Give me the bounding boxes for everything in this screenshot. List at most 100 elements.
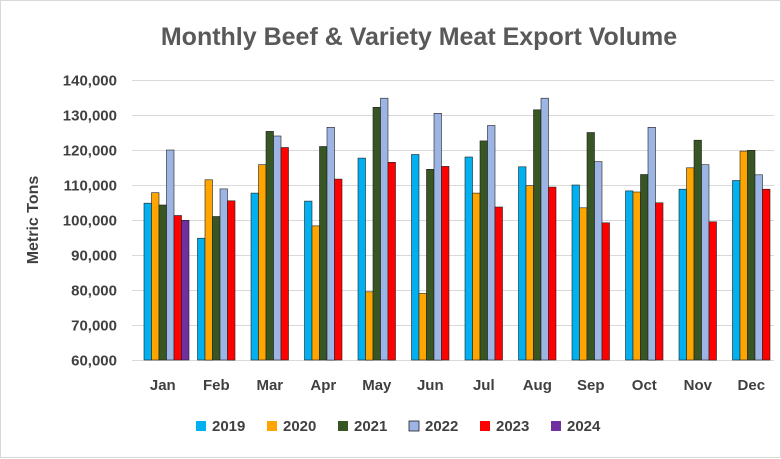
bar-2019-sep: [571, 184, 580, 361]
bar-2020-jul: [472, 192, 481, 361]
bar-2022-dec: [754, 174, 763, 361]
x-tick-label-may: May: [362, 377, 392, 394]
legend: 2019 2020 2021 2022 2023 2024: [196, 418, 601, 435]
bar-2023-jan: [173, 215, 182, 361]
y-tick-label: 90,000: [71, 248, 117, 265]
bar-2020-jun: [418, 293, 427, 361]
bar-2019-may: [357, 157, 366, 361]
bar-2023-mar: [280, 147, 289, 361]
bar-2020-jan: [151, 192, 160, 361]
bar-2020-may: [365, 291, 374, 361]
bar-2020-sep: [579, 207, 588, 361]
bar-2021-sep: [586, 132, 595, 361]
x-tick-label-mar: Mar: [256, 377, 283, 394]
bar-2022-oct: [647, 127, 656, 361]
bars: [143, 97, 771, 361]
x-tick-label-apr: Apr: [310, 377, 336, 394]
bar-2023-dec: [762, 188, 771, 361]
y-tick-label: 100,000: [63, 213, 117, 230]
x-tick-label-dec: Dec: [738, 377, 766, 394]
y-tick-label: 110,000: [64, 178, 117, 195]
bar-2019-apr: [304, 200, 313, 361]
legend-label-2021: 2021: [354, 418, 387, 435]
x-tick-label-oct: Oct: [632, 377, 657, 394]
bar-2022-feb: [219, 188, 228, 361]
bar-2022-jan: [166, 149, 175, 361]
legend-swatch-2022: [408, 420, 420, 432]
legend-swatch-2020: [267, 421, 277, 431]
bar-2019-jul: [464, 156, 473, 361]
legend-swatch-2023: [480, 421, 490, 431]
x-tick-label-feb: Feb: [203, 377, 230, 394]
bar-2020-apr: [311, 225, 320, 361]
bar-2019-jan: [143, 202, 152, 361]
bar-2022-aug: [540, 97, 549, 361]
bar-2023-may: [387, 162, 396, 361]
bar-2023-apr: [334, 178, 343, 361]
bar-2023-oct: [655, 202, 664, 361]
x-tick-label-jul: Jul: [473, 377, 495, 394]
bar-2023-nov: [708, 221, 717, 361]
legend-label-2019: 2019: [212, 418, 245, 435]
legend-label-2022: 2022: [425, 418, 458, 435]
legend-label-2023: 2023: [496, 418, 529, 435]
bar-2020-mar: [258, 164, 267, 361]
legend-label-2020: 2020: [283, 418, 316, 435]
bar-2019-mar: [250, 192, 259, 361]
bar-2019-dec: [732, 180, 741, 361]
y-axis-ticks: 60,000 70,000 80,000 90,000 100,000 110,000 12…: [63, 73, 117, 370]
y-tick-label: 80,000: [71, 283, 117, 300]
bar-2022-sep: [594, 161, 603, 361]
bar-2019-oct: [625, 190, 634, 361]
bar-2022-may: [380, 97, 389, 361]
bar-2021-jan: [158, 204, 167, 361]
bar-2021-oct: [640, 174, 649, 361]
x-tick-label-jan: Jan: [150, 377, 176, 394]
bar-2021-jul: [479, 140, 488, 361]
bar-2023-sep: [601, 222, 610, 361]
bar-2020-oct: [632, 191, 641, 361]
bar-2021-jun: [426, 169, 435, 361]
bar-2022-nov: [701, 164, 710, 361]
bar-2020-nov: [686, 167, 695, 361]
bar-2021-nov: [693, 139, 702, 361]
bar-2022-mar: [273, 135, 282, 361]
bar-2024-jan: [181, 220, 190, 361]
x-axis-ticks: Jan Feb Mar Apr May Jun Jul Aug Sep Oct Nov Dec: [150, 377, 765, 394]
bar-2023-jul: [494, 206, 503, 361]
y-tick-label: 130,000: [63, 108, 117, 125]
bar-2021-dec: [747, 150, 756, 361]
bar-2021-apr: [319, 146, 328, 361]
bar-2020-dec: [739, 150, 748, 361]
y-axis-title: Metric Tons: [25, 176, 42, 265]
bar-2021-feb: [212, 216, 221, 361]
y-tick-label: 60,000: [71, 353, 117, 370]
x-tick-label-jun: Jun: [417, 377, 444, 394]
bar-2021-aug: [533, 109, 542, 361]
bar-2023-jun: [441, 166, 450, 361]
bar-2023-aug: [548, 186, 557, 361]
y-tick-label: 120,000: [63, 143, 117, 160]
bar-2019-nov: [678, 188, 687, 361]
x-tick-label-aug: Aug: [523, 377, 552, 394]
bar-2019-jun: [411, 154, 420, 361]
bar-2020-aug: [525, 185, 534, 361]
y-tick-label: 70,000: [71, 318, 117, 335]
x-tick-label-nov: Nov: [684, 377, 713, 394]
gridlines: [132, 80, 774, 361]
bar-2019-aug: [518, 166, 527, 361]
bar-2021-mar: [265, 131, 274, 361]
bar-2019-feb: [197, 237, 206, 361]
legend-label-2024: 2024: [567, 418, 601, 435]
legend-swatch-2021: [338, 421, 348, 431]
bar-2021-may: [372, 107, 381, 361]
legend-swatch-2019: [196, 421, 206, 431]
x-tick-label-sep: Sep: [577, 377, 605, 394]
bar-2020-feb: [204, 179, 213, 361]
y-tick-label: 140,000: [63, 73, 117, 90]
legend-swatch-2024: [551, 421, 561, 431]
bar-2022-jul: [487, 125, 496, 361]
bar-2022-jun: [433, 113, 442, 361]
